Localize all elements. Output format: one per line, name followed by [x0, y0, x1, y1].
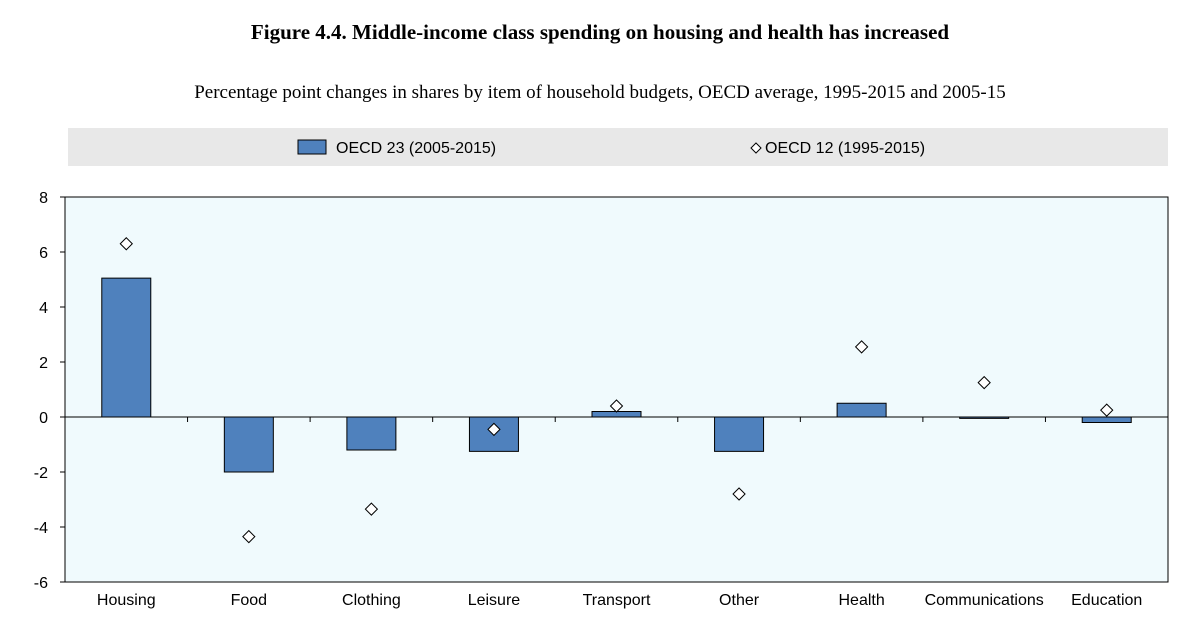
marker-communications — [977, 375, 991, 390]
y-tick-label: 6 — [39, 245, 48, 262]
category-label-education: Education — [1071, 592, 1142, 609]
chart-title: Figure 4.4. Middle-income class spending… — [250, 20, 950, 44]
y-axis-ticks: 8 6 4 2 0 -2 -4 -6 — [34, 190, 65, 592]
y-tick-label: -6 — [34, 575, 48, 592]
bar-health — [836, 402, 887, 418]
bar-other — [714, 416, 765, 452]
y-tick-label: 0 — [39, 410, 48, 427]
category-label-housing: Housing — [97, 592, 156, 609]
legend-label-markers: OECD 12 (1995-2015) — [765, 140, 925, 157]
markers-layer — [119, 237, 1114, 544]
y-tick-label: -4 — [34, 520, 48, 537]
bar-clothing — [346, 416, 397, 451]
bar-education — [1081, 416, 1132, 423]
legend-label-bars: OECD 23 (2005-2015) — [336, 140, 496, 157]
bar-food — [223, 416, 274, 473]
category-label-health: Health — [838, 592, 884, 609]
marker-leisure — [487, 422, 501, 437]
chart-subtitle: Percentage point changes in shares by it… — [194, 82, 1006, 103]
category-label-clothing: Clothing — [342, 592, 401, 609]
marker-transport — [609, 399, 624, 413]
marker-other — [732, 487, 746, 501]
marker-education — [1100, 403, 1114, 417]
category-label-other: Other — [719, 592, 760, 609]
marker-housing — [119, 237, 133, 251]
marker-health — [854, 340, 869, 354]
plot-area — [64, 196, 1169, 583]
bar-housing — [101, 277, 152, 418]
y-tick-label: -2 — [34, 465, 48, 482]
legend-bar-swatch — [297, 139, 327, 155]
category-labels: Housing Food Clothing Leisure Transport Other… — [97, 592, 1142, 609]
category-label-transport: Transport — [583, 592, 651, 609]
y-tick-label: 8 — [39, 190, 48, 207]
marker-clothing — [364, 502, 379, 516]
category-label-communications: Communications — [925, 592, 1044, 609]
y-tick-label: 2 — [39, 355, 48, 372]
category-label-food: Food — [231, 592, 267, 609]
category-label-leisure: Leisure — [468, 592, 521, 609]
legend-background — [68, 128, 1168, 166]
category-ticks — [187, 417, 1046, 422]
y-tick-label: 4 — [39, 300, 48, 317]
marker-food — [242, 529, 256, 544]
legend-diamond-marker — [750, 142, 762, 154]
